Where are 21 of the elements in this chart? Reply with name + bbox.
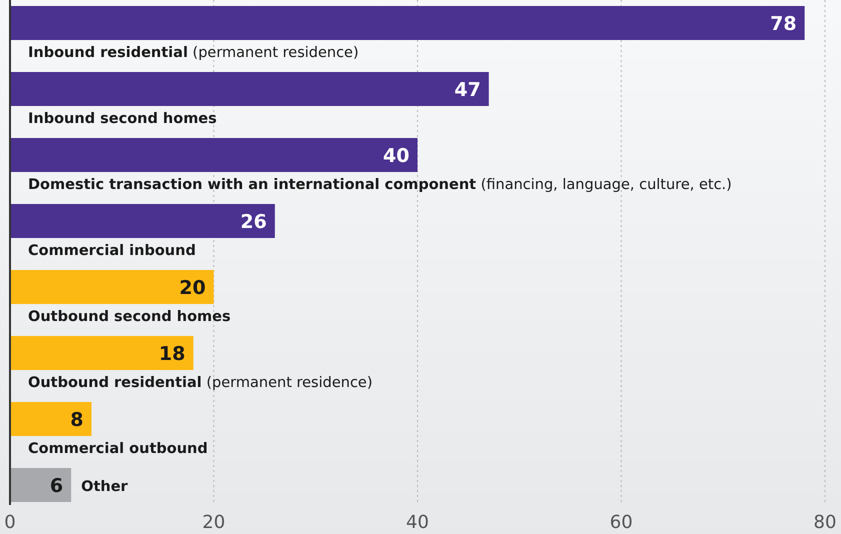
- y-tick-label: Outbound second homes: [28, 309, 231, 325]
- data-label: 6: [50, 475, 64, 497]
- data-label: 20: [179, 277, 206, 299]
- x-tick-label: 20: [202, 512, 226, 533]
- data-label: 26: [240, 211, 267, 233]
- y-tick-label: Inbound second homes: [28, 111, 217, 127]
- y-tick-label: Commercial inbound: [28, 243, 196, 259]
- x-tick-label: 0: [4, 512, 16, 533]
- data-label: 40: [383, 145, 410, 167]
- x-tick-label: 40: [406, 512, 429, 533]
- x-tick-label: 60: [610, 512, 633, 533]
- data-label: 8: [70, 409, 84, 431]
- data-label: 18: [158, 343, 186, 365]
- y-tick-label: Domestic transaction with an international component (financing, language, culture, etc.): [28, 177, 732, 193]
- y-tick-label: Commercial outbound: [28, 441, 208, 457]
- y-tick-label: Outbound residential (permanent residence): [28, 375, 372, 391]
- y-tick-label: Other: [81, 479, 129, 495]
- y-tick-label: Inbound residential (permanent residence): [28, 45, 359, 61]
- data-label: 78: [770, 13, 797, 35]
- x-tick-label: 80: [814, 512, 836, 533]
- data-label: 47: [454, 79, 481, 101]
